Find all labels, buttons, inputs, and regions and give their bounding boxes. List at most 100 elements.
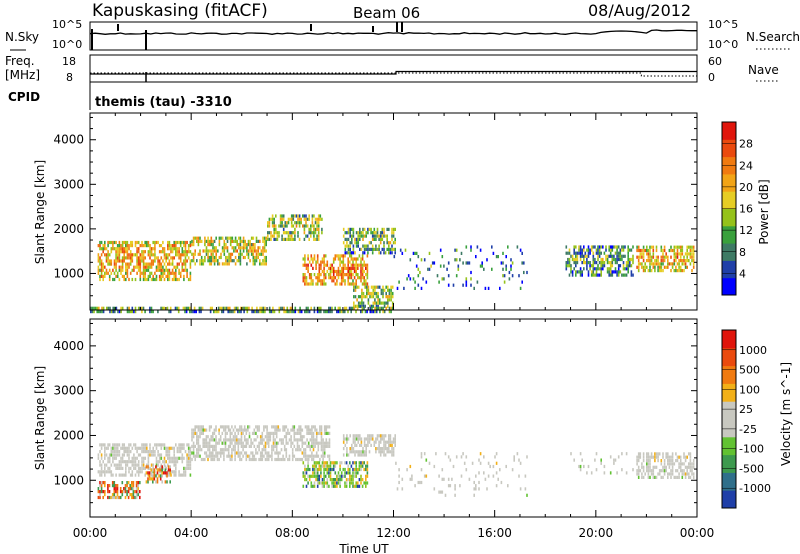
data-cell [351,227,353,231]
data-cell [215,441,217,445]
data-cell [225,246,227,250]
data-cell [401,251,404,255]
data-cell [360,478,362,482]
data-cell [357,304,360,308]
data-cell [273,227,275,231]
data-cell [308,237,310,241]
data-cell [184,247,187,251]
data-cell [99,493,101,497]
data-cell [307,474,309,478]
time-axis-label: Time UT [338,542,389,554]
data-cell [526,493,528,497]
data-cell [301,441,304,445]
data-cell [384,443,387,447]
data-cell [361,301,363,305]
data-cell [328,310,330,314]
data-cell [270,217,272,221]
data-cell [97,456,100,460]
data-cell [97,256,100,260]
data-cell [262,252,264,256]
data-cell [306,457,308,462]
data-cell [291,425,294,429]
data-cell [576,270,579,274]
data-cell [679,455,682,459]
data-cell [134,244,137,248]
data-cell [379,440,382,444]
data-cell [315,428,318,432]
data-cell [384,251,387,255]
data-cell [406,468,408,472]
data-cell [600,267,602,271]
data-cell [296,431,299,435]
data-cell [629,264,631,268]
data-cell [388,310,391,314]
data-cell [96,310,98,314]
data-cell [294,310,297,314]
data-cell [238,243,240,247]
data-cell [679,248,682,253]
data-cell [655,262,658,266]
data-cell [224,448,227,452]
data-cell [357,257,359,261]
data-cell [354,285,357,289]
data-cell [147,471,149,475]
data-cell [573,248,575,252]
data-cell [104,240,106,245]
data-cell [342,434,345,438]
data-cell [315,464,317,468]
data-cell [135,481,138,485]
data-cell [355,237,358,241]
data-cell [411,477,413,481]
data-cell [313,484,316,488]
data-cell [149,446,151,450]
data-cell [115,250,117,254]
data-cell [673,262,676,266]
data-cell [107,470,109,474]
data-cell [383,453,385,457]
data-cell [97,265,100,269]
data-cell [675,452,677,456]
data-cell [155,465,157,469]
data-cell [119,495,122,500]
data-cell [307,425,310,429]
data-cell [594,458,596,462]
data-cell [371,247,374,251]
data-cell [194,444,196,448]
data-cell [113,259,116,263]
data-cell [357,237,359,241]
data-cell [186,250,188,254]
data-cell [246,310,249,314]
colorbar-swatch [722,365,736,384]
data-cell [311,221,314,225]
colorbar-swatch [722,454,736,473]
data-cell [171,446,174,450]
data-cell [589,248,591,252]
data-cell [323,260,325,264]
data-cell [365,464,367,468]
data-cell [247,441,249,445]
data-cell [275,457,278,462]
data-cell [641,262,643,266]
data-cell [168,446,171,450]
data-cell [311,428,313,432]
data-cell [155,256,158,260]
data-cell [295,214,298,218]
data-cell [510,264,512,268]
data-cell [364,285,366,289]
data-cell [178,268,180,272]
data-cell [307,467,309,472]
data-cell [196,454,198,458]
data-cell [655,455,658,459]
data-cell [491,245,493,249]
data-cell [403,286,405,290]
data-cell [132,484,135,488]
data-cell [123,259,125,263]
data-cell [394,443,396,447]
data-cell [630,257,633,262]
data-cell [233,246,235,250]
data-cell [99,247,101,251]
data-cell [99,443,101,447]
data-cell [126,268,129,272]
data-cell [378,450,380,454]
data-cell [606,267,609,271]
